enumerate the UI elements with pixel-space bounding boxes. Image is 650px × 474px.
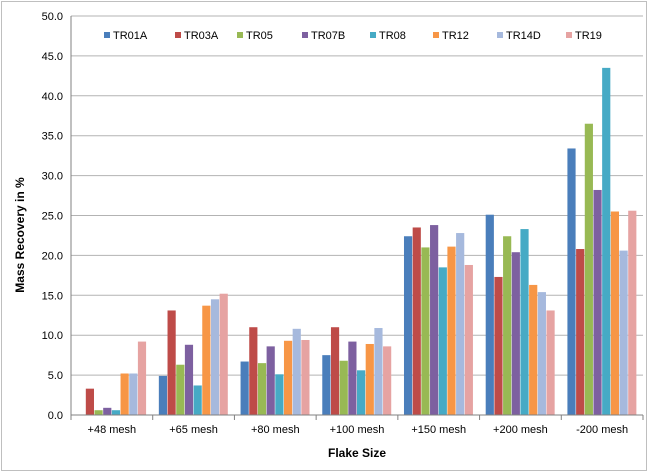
- bar-tr03a-3: [330, 327, 340, 415]
- legend-swatch-tr03a: [175, 32, 181, 38]
- y-tick-labels: 0.0 5.0 10.0 15.0 20.0 25.0 30.0 35.0 40.0 45.0 50…: [42, 11, 63, 422]
- x-axis-title: Flake Size: [328, 446, 386, 460]
- bar-tr01a-1: [158, 375, 168, 415]
- bar-tr01a-3: [322, 355, 331, 415]
- bar-tr01a-2: [240, 361, 249, 415]
- bar-tr19-4: [464, 264, 473, 415]
- y-tick-label: 50.0: [42, 11, 63, 23]
- legend-swatch-tr05: [237, 32, 243, 38]
- bar-tr08-3: [357, 370, 366, 415]
- y-tick-label: 45.0: [42, 51, 63, 63]
- bar-tr14d-2: [292, 328, 301, 415]
- y-tick-label: 20.0: [42, 250, 63, 262]
- bar-tr03a-2: [249, 327, 258, 415]
- bar-tr08-6: [602, 67, 611, 416]
- bar-tr07b-6: [593, 189, 602, 415]
- bar-tr12-0: [120, 373, 129, 415]
- bars: [85, 67, 637, 416]
- legend-swatch-tr07b: [302, 32, 308, 38]
- bar-tr19-6: [628, 210, 637, 415]
- bar-tr01a-5: [485, 214, 494, 415]
- bar-tr14d-3: [374, 328, 383, 415]
- bar-tr14d-1: [210, 299, 220, 415]
- bar-tr12-2: [283, 340, 293, 415]
- x-tick-label: +65 mesh: [169, 424, 218, 436]
- bar-tr14d-5: [537, 292, 546, 415]
- axes: [70, 16, 644, 420]
- legend-label-tr05: TR05: [246, 30, 273, 42]
- y-tick-label: 30.0: [42, 171, 63, 183]
- bar-tr03a-5: [494, 276, 503, 415]
- legend-label-tr01a: TR01A: [113, 30, 148, 42]
- bar-tr08-4: [438, 267, 447, 415]
- legend-label-tr19: TR19: [575, 30, 602, 42]
- bar-tr01a-6: [567, 148, 576, 415]
- legend-label-tr14d: TR14D: [506, 30, 541, 42]
- legend-label-tr12: TR12: [442, 30, 469, 42]
- bar-tr07b-5: [511, 252, 520, 415]
- bar-tr07b-1: [184, 344, 194, 415]
- bar-tr05-6: [584, 123, 593, 415]
- bar-tr05-2: [257, 363, 267, 415]
- bar-tr19-2: [301, 339, 310, 415]
- legend-swatch-tr01a: [104, 32, 110, 38]
- y-axis-title: Mass Recovery in %: [13, 177, 27, 293]
- bar-tr05-0: [94, 410, 103, 415]
- legend-label-tr08: TR08: [379, 30, 406, 42]
- bar-tr08-0: [111, 410, 121, 415]
- bar-tr05-4: [421, 247, 430, 415]
- legend: TR01A TR03A TR05 TR07B TR08 TR12 TR14D TR19: [104, 30, 602, 42]
- y-tick-label: 25.0: [42, 211, 63, 223]
- bar-tr05-1: [176, 364, 185, 415]
- bar-tr01a-4: [403, 236, 413, 415]
- bar-tr03a-6: [576, 249, 585, 415]
- bar-tr19-1: [219, 293, 228, 415]
- bar-tr08-2: [275, 374, 284, 415]
- y-tick-label: 10.0: [42, 330, 63, 342]
- legend-label-tr07b: TR07B: [311, 30, 345, 42]
- x-tick-label: +200 mesh: [493, 424, 548, 436]
- bar-tr19-5: [546, 310, 555, 415]
- bar-tr12-6: [610, 211, 620, 415]
- x-tick-label: +80 mesh: [251, 424, 300, 436]
- bar-tr14d-4: [456, 233, 465, 415]
- y-tick-label: 0.0: [48, 410, 63, 422]
- bar-tr14d-6: [619, 250, 628, 415]
- legend-swatch-tr19: [566, 32, 572, 38]
- bar-tr07b-4: [430, 225, 439, 415]
- y-tick-label: 35.0: [42, 131, 63, 143]
- bar-tr03a-4: [412, 227, 421, 415]
- gridlines: [71, 15, 643, 376]
- x-tick-label: +100 mesh: [330, 424, 385, 436]
- bar-tr07b-3: [348, 341, 357, 415]
- bar-tr19-0: [137, 341, 147, 415]
- x-tick-labels: +48 mesh +65 mesh +80 mesh +100 mesh +150 me…: [88, 424, 629, 436]
- x-tick-label: +150 mesh: [411, 424, 466, 436]
- bar-tr12-4: [447, 246, 456, 415]
- bar-tr05-3: [339, 360, 348, 415]
- y-tick-label: 40.0: [42, 91, 63, 103]
- bar-tr07b-2: [266, 346, 275, 415]
- bar-tr05-5: [503, 236, 512, 415]
- bar-tr08-1: [193, 385, 202, 415]
- bar-tr03a-0: [85, 388, 94, 415]
- bar-tr03a-1: [167, 310, 176, 415]
- bar-tr12-1: [202, 305, 211, 415]
- x-tick-label: -200 mesh: [576, 424, 628, 436]
- y-tick-label: 5.0: [48, 370, 63, 382]
- legend-label-tr03a: TR03A: [184, 30, 219, 42]
- legend-swatch-tr12: [433, 32, 439, 38]
- bar-tr07b-0: [103, 407, 112, 415]
- bar-tr12-3: [365, 343, 374, 415]
- bar-tr19-3: [383, 346, 392, 415]
- legend-swatch-tr14d: [497, 32, 503, 38]
- bar-tr08-5: [520, 229, 529, 415]
- bar-tr14d-0: [129, 373, 138, 415]
- x-tick-label: +48 mesh: [88, 424, 137, 436]
- y-tick-label: 15.0: [42, 290, 63, 302]
- bar-tr12-5: [529, 284, 538, 415]
- legend-swatch-tr08: [370, 32, 376, 38]
